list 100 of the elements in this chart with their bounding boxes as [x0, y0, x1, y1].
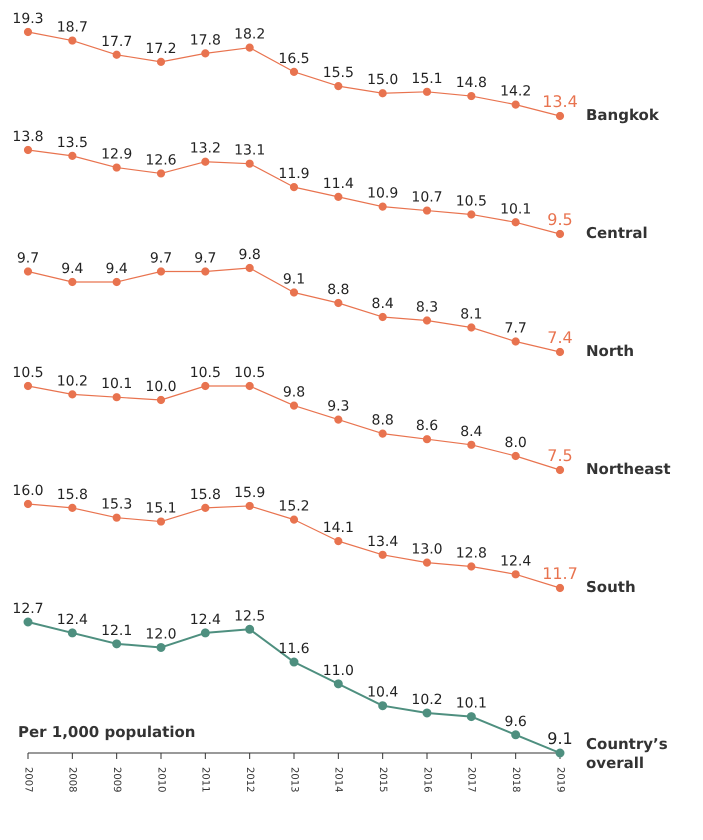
- data-label: 13.5: [56, 134, 88, 151]
- x-tick-label: 2012: [244, 767, 255, 792]
- data-label: 10.9: [367, 186, 398, 202]
- point: [378, 89, 387, 98]
- data-label: 8.0: [504, 435, 527, 451]
- x-tick-label: 2013: [288, 767, 300, 792]
- data-label: 10.4: [367, 684, 398, 701]
- x-tick-label: 2010: [155, 767, 166, 792]
- point: [24, 267, 32, 276]
- point: [378, 550, 387, 559]
- point: [112, 393, 121, 402]
- data-label: 15.9: [234, 484, 266, 501]
- data-label: 7.7: [504, 320, 527, 336]
- point: [68, 278, 76, 286]
- x-tick-label: 2009: [110, 767, 122, 792]
- point: [201, 504, 210, 512]
- point: [466, 712, 476, 722]
- series-label: Northeast: [586, 460, 670, 478]
- point: [556, 348, 564, 356]
- point: [422, 708, 432, 718]
- point: [334, 298, 342, 308]
- data-label: 13.4: [542, 92, 578, 111]
- data-label: 12.7: [12, 601, 44, 617]
- data-label: 10.5: [456, 193, 487, 210]
- data-label: 9.7: [194, 250, 216, 266]
- data-label: 9.8: [238, 247, 261, 263]
- data-label: 12.4: [500, 553, 532, 570]
- point: [378, 202, 387, 211]
- point: [290, 68, 298, 76]
- data-label: 17.7: [101, 34, 132, 50]
- data-label: 14.1: [322, 520, 354, 536]
- point: [24, 618, 32, 626]
- data-label: 19.3: [12, 11, 44, 27]
- point: [290, 183, 298, 192]
- data-label: 9.3: [327, 398, 350, 415]
- data-label: 9.1: [282, 272, 306, 288]
- data-label: 9.6: [504, 714, 527, 730]
- point: [467, 562, 476, 571]
- data-label: 8.4: [372, 296, 394, 312]
- data-label: 13.8: [12, 129, 44, 145]
- point: [556, 466, 564, 474]
- data-label: 9.8: [282, 384, 306, 401]
- data-label: 15.5: [322, 65, 354, 82]
- point: [246, 44, 254, 52]
- point: [334, 679, 343, 688]
- point: [512, 337, 520, 346]
- data-label: 16.0: [12, 483, 44, 499]
- point: [467, 210, 476, 219]
- data-label: 10.2: [411, 692, 443, 708]
- point: [24, 146, 32, 154]
- data-label: 9.4: [106, 261, 128, 277]
- series-label: Country’s overall: [586, 735, 668, 772]
- point: [246, 502, 254, 510]
- point: [512, 452, 520, 460]
- data-label: 11.0: [322, 662, 354, 679]
- x-tick-label: 2015: [376, 767, 388, 792]
- point: [290, 288, 298, 297]
- point: [24, 382, 32, 390]
- point: [156, 58, 166, 66]
- data-label: 17.2: [145, 40, 177, 57]
- data-label: 15.1: [145, 500, 177, 517]
- point: [422, 88, 432, 96]
- data-label: 12.5: [234, 608, 266, 624]
- point: [467, 92, 476, 100]
- data-label: 9.1: [547, 729, 573, 748]
- data-label: 15.1: [411, 70, 443, 87]
- point: [201, 158, 210, 166]
- point: [112, 50, 121, 59]
- point: [68, 152, 76, 160]
- data-label: 16.5: [278, 50, 310, 67]
- point: [334, 82, 342, 90]
- data-label: 12.6: [145, 152, 177, 168]
- data-label: 10.5: [190, 365, 221, 381]
- data-label: 8.6: [416, 418, 438, 434]
- data-label: 13.2: [190, 140, 221, 157]
- data-label: 9.5: [547, 210, 573, 229]
- x-tick-label: 2007: [22, 767, 34, 792]
- data-label: 12.1: [101, 622, 132, 639]
- x-tick-label: 2008: [66, 767, 78, 792]
- data-label: 14.2: [500, 84, 532, 100]
- point: [422, 558, 432, 567]
- point: [334, 416, 342, 424]
- x-tick-label: 2017: [466, 767, 477, 792]
- point: [68, 36, 76, 45]
- data-label: 10.5: [12, 365, 44, 381]
- point: [467, 323, 476, 332]
- annotation: Per 1,000 population: [18, 723, 196, 741]
- point: [422, 435, 432, 444]
- data-label: 12.4: [190, 612, 222, 628]
- point: [246, 382, 254, 390]
- data-label: 10.0: [145, 379, 177, 395]
- point: [112, 163, 121, 172]
- point: [378, 701, 388, 710]
- data-label: 7.5: [547, 446, 573, 465]
- point: [156, 642, 166, 652]
- point: [290, 658, 298, 667]
- data-label: 9.4: [61, 261, 84, 277]
- point: [156, 517, 166, 526]
- point: [246, 160, 254, 168]
- data-label: 12.9: [101, 146, 132, 163]
